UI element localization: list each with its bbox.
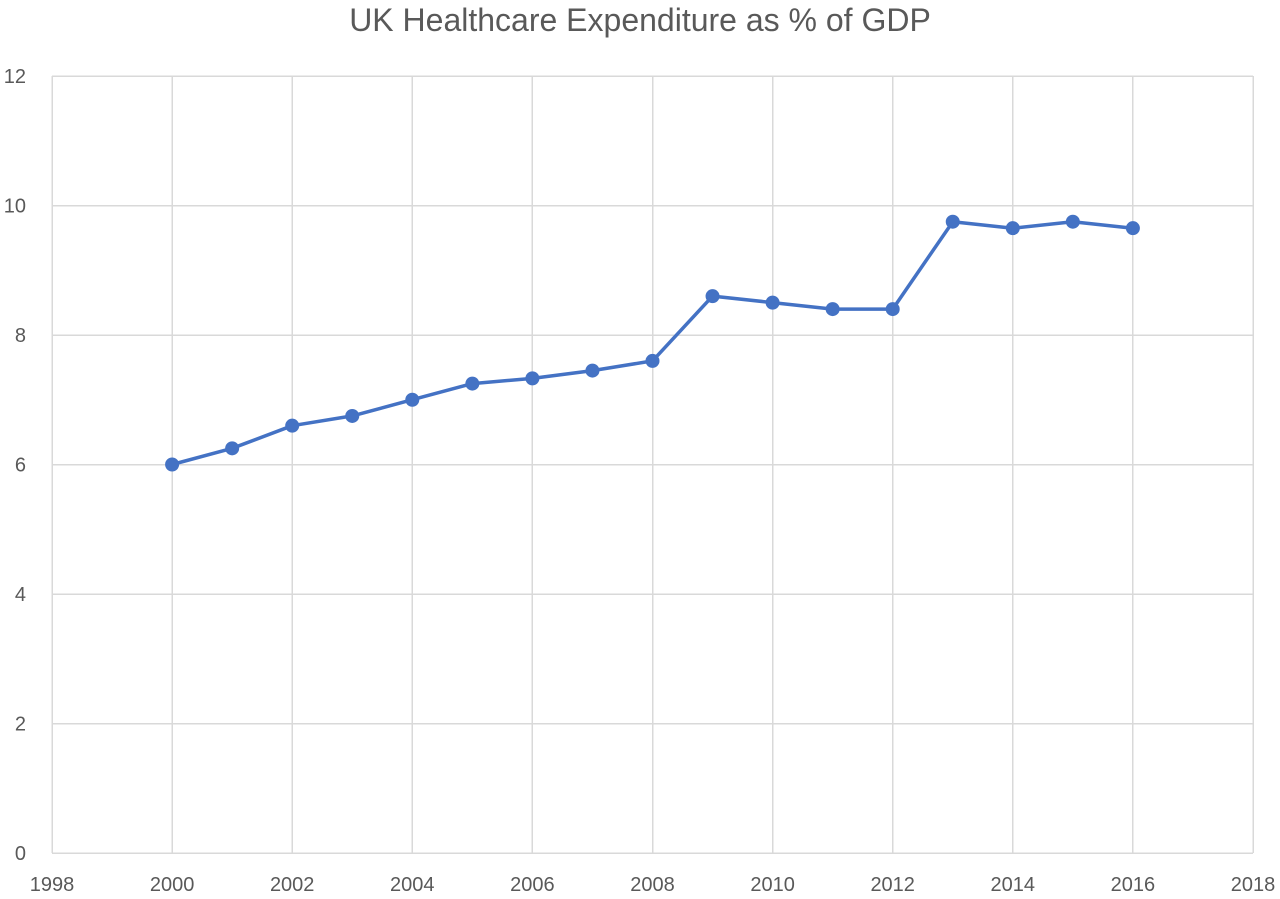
data-point xyxy=(285,418,300,433)
x-tick-label: 2010 xyxy=(750,874,795,894)
data-point xyxy=(585,363,600,378)
x-tick-label: 2008 xyxy=(630,874,675,894)
data-point xyxy=(525,371,540,386)
data-point xyxy=(225,441,240,456)
data-point xyxy=(945,214,960,229)
x-tick-label: 1998 xyxy=(30,874,75,894)
x-tick-label: 2016 xyxy=(1111,874,1156,894)
x-gridlines xyxy=(51,76,1254,853)
y-tick-label: 4 xyxy=(15,584,26,606)
y-tick-label: 6 xyxy=(15,455,26,477)
data-point xyxy=(645,353,660,368)
data-point xyxy=(885,302,900,317)
data-point xyxy=(825,302,840,317)
data-point xyxy=(345,408,360,423)
chart-title: UK Healthcare Expenditure as % of GDP xyxy=(349,2,931,38)
x-tick-label: 2012 xyxy=(870,874,915,894)
y-tick-label: 8 xyxy=(15,325,26,347)
x-tick-label: 2002 xyxy=(270,874,315,894)
data-point xyxy=(1005,221,1020,236)
x-tick-label: 2014 xyxy=(991,874,1036,894)
data-point xyxy=(165,457,180,472)
x-tick-label: 2006 xyxy=(510,874,555,894)
data-point xyxy=(465,376,480,391)
y-tick-label: 10 xyxy=(4,196,26,218)
x-tick-label: 2000 xyxy=(150,874,195,894)
y-tick-label: 2 xyxy=(15,714,26,736)
data-point xyxy=(1125,221,1140,236)
y-tick-label: 12 xyxy=(4,66,26,88)
data-point xyxy=(1065,214,1080,229)
x-tick-label: 2004 xyxy=(390,874,435,894)
x-axis: 1998 2000 2002 2004 2006 2008 2010 2012 2014 2016… xyxy=(30,874,1276,896)
data-point xyxy=(405,392,420,407)
y-tick-label: 0 xyxy=(15,843,26,865)
y-axis: 0 2 4 6 8 10 12 xyxy=(4,66,26,865)
series xyxy=(165,214,1140,472)
data-point xyxy=(705,289,720,304)
x-tick-label: 2018 xyxy=(1231,874,1276,894)
data-point xyxy=(765,295,780,310)
